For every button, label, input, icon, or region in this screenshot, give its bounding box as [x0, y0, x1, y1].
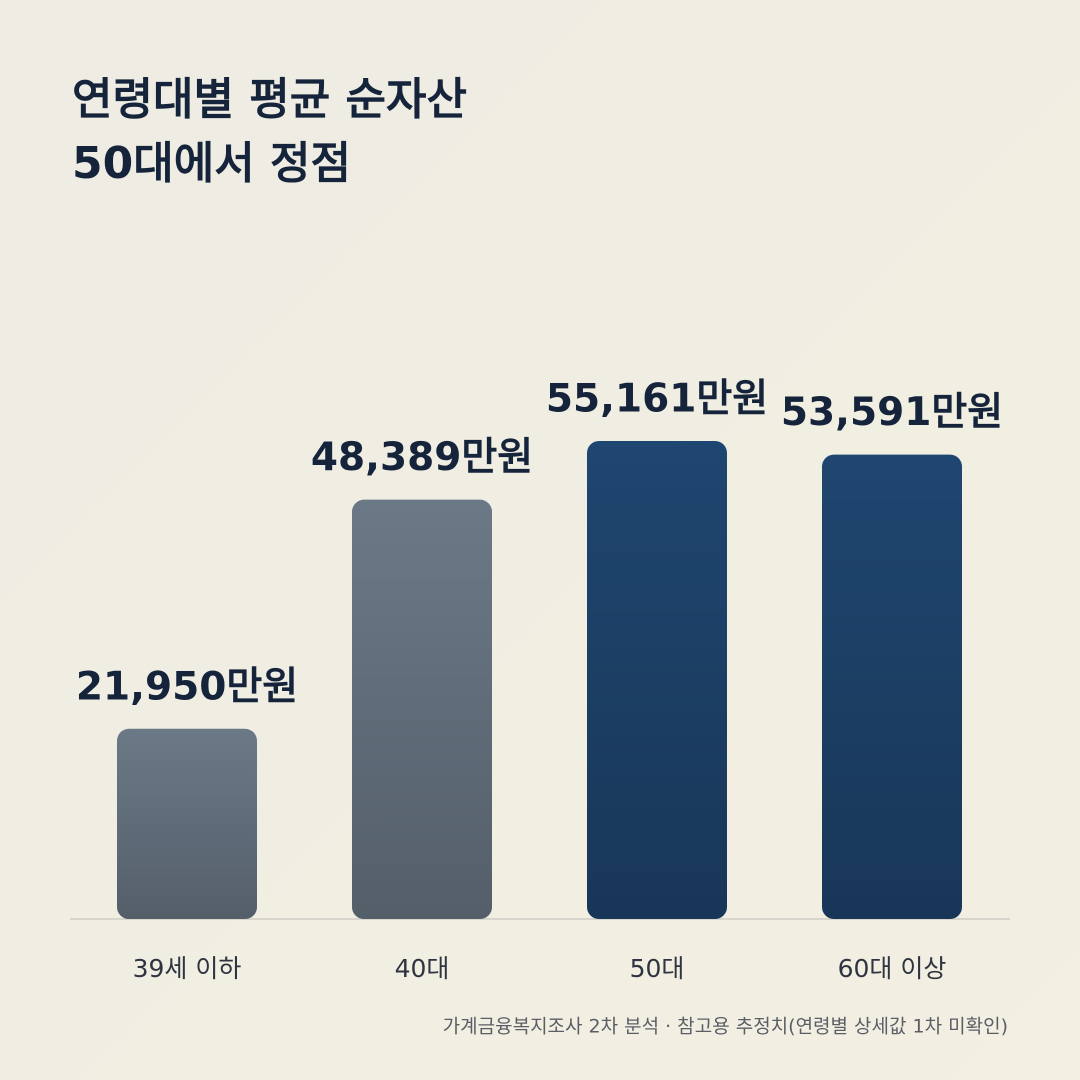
value-label: 55,161만원	[546, 377, 768, 422]
bar-shade	[117, 728, 257, 919]
bar-shade	[352, 499, 492, 919]
value-label: 53,591만원	[781, 390, 1003, 435]
chart-title: 연령대별 평균 순자산	[72, 74, 467, 125]
source-note: 가계금융복지조사 2차 분석 · 참고용 추정치(연령별 상세값 1차 미확인)	[443, 1016, 1008, 1038]
value-label: 48,389만원	[311, 435, 533, 480]
bar-shade	[587, 441, 727, 919]
x-tick-label: 40대	[395, 954, 450, 983]
value-label: 21,950만원	[76, 664, 298, 709]
x-tick-label: 39세 이하	[133, 954, 242, 983]
bar-shade	[822, 454, 962, 919]
x-tick-label: 50대	[630, 954, 685, 983]
chart-title: 50대에서 정점	[72, 138, 351, 189]
x-tick-label: 60대 이상	[838, 954, 947, 983]
